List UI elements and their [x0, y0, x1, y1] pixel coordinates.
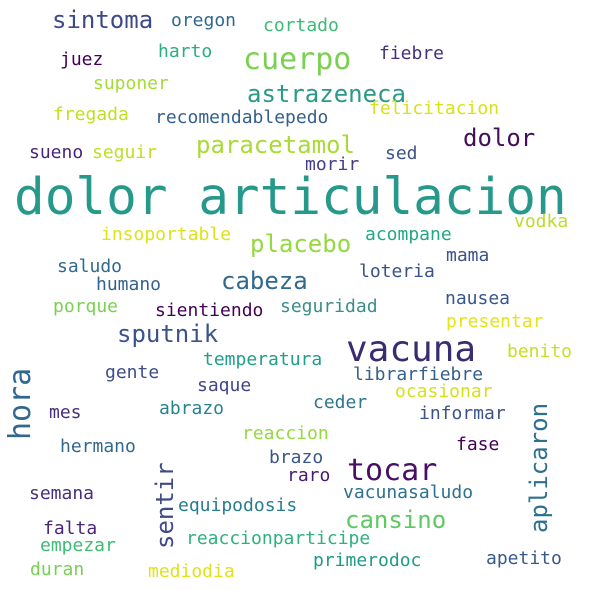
word-cansino: cansino	[345, 506, 447, 534]
word-juez: juez	[60, 49, 104, 70]
word-mama: mama	[446, 245, 490, 266]
word-sed: sed	[385, 143, 418, 164]
word-loteria: loteria	[359, 261, 435, 282]
word-gente: gente	[105, 362, 160, 383]
word-sientiendo: sientiendo	[155, 300, 264, 321]
word-dolor: dolor	[463, 124, 536, 152]
word-aplicaron: aplicaron	[525, 402, 553, 533]
word-felicitacion: felicitacion	[369, 98, 500, 119]
word-morir: morir	[305, 154, 360, 175]
word-reaccion: reaccion	[242, 423, 329, 444]
word-fregada: fregada	[53, 104, 129, 125]
word-sputnik: sputnik	[117, 320, 219, 348]
word-brazo: brazo	[269, 447, 324, 468]
word-cortado: cortado	[263, 15, 339, 36]
word-mes: mes	[49, 402, 82, 423]
word-falta: falta	[43, 518, 98, 539]
word-saludo: saludo	[57, 256, 123, 277]
word-primerodoc: primerodoc	[313, 550, 422, 571]
word-vacunasaludo: vacunasaludo	[343, 482, 474, 503]
word-informar: informar	[419, 403, 506, 424]
word-insoportable: insoportable	[101, 224, 232, 245]
word-presentar: presentar	[446, 311, 544, 332]
word-dolor-articulacion: dolor articulacion	[14, 168, 567, 227]
word-sintoma: sintoma	[52, 6, 154, 34]
word-ceder: ceder	[313, 392, 368, 413]
word-placebo: placebo	[250, 230, 352, 258]
word-hermano: hermano	[60, 436, 136, 457]
word-astrazeneca: astrazeneca	[247, 80, 406, 108]
word-paracetamol: paracetamol	[196, 131, 355, 159]
word-raro: raro	[287, 465, 331, 486]
word-harto: harto	[158, 41, 213, 62]
word-reaccionparticipe: reaccionparticipe	[186, 528, 371, 549]
word-benito: benito	[507, 341, 573, 362]
word-acompane: acompane	[365, 224, 452, 245]
word-abrazo: abrazo	[159, 398, 225, 419]
word-recomendablepedo: recomendablepedo	[155, 107, 329, 128]
word-cuerpo: cuerpo	[243, 42, 352, 77]
word-seguir: seguir	[92, 142, 158, 163]
word-porque: porque	[53, 296, 119, 317]
word-fase: fase	[456, 434, 500, 455]
word-hora: hora	[3, 367, 38, 440]
word-temperatura: temperatura	[203, 349, 323, 370]
word-mediodia: mediodia	[148, 561, 235, 582]
word-equipodosis: equipodosis	[178, 495, 298, 516]
word-ocasionar: ocasionar	[395, 381, 493, 402]
word-sentir: sentir	[151, 462, 179, 549]
word-vodka: vodka	[514, 211, 569, 232]
word-empezar: empezar	[40, 535, 116, 556]
word-vacuna: vacuna	[346, 329, 477, 370]
word-oregon: oregon	[171, 10, 237, 31]
word-sueno: sueno	[29, 142, 84, 163]
word-cabeza: cabeza	[221, 267, 308, 295]
word-tocar: tocar	[347, 453, 438, 488]
word-seguridad: seguridad	[280, 296, 378, 317]
word-duran: duran	[30, 559, 85, 580]
word-humano: humano	[96, 274, 162, 295]
word-suponer: suponer	[93, 73, 169, 94]
word-librarfiebre: librarfiebre	[353, 364, 484, 385]
word-saque: saque	[197, 375, 252, 396]
word-semana: semana	[29, 483, 95, 504]
word-nausea: nausea	[445, 288, 511, 309]
word-fiebre: fiebre	[379, 43, 445, 64]
word-apetito: apetito	[486, 548, 562, 569]
